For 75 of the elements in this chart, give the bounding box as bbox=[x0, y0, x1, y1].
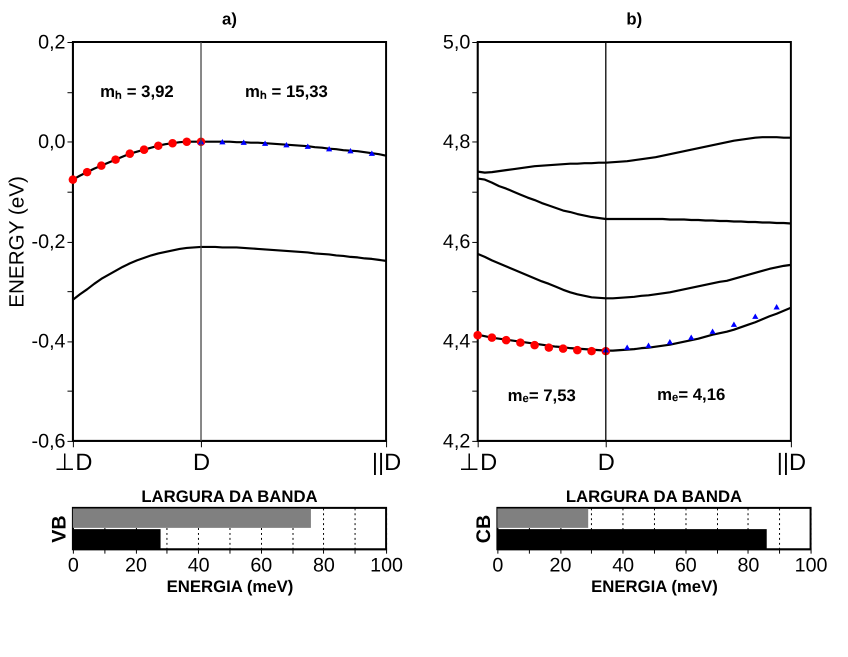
y-tick-label: 4,8 bbox=[442, 131, 470, 154]
point bbox=[530, 340, 539, 350]
y-tick-label: 4,2 bbox=[442, 430, 470, 452]
annotation: mₕ = 3,92 bbox=[100, 82, 174, 101]
point bbox=[154, 141, 163, 150]
chart-title: a) bbox=[222, 9, 237, 28]
point bbox=[219, 139, 226, 144]
x-tick-label: 60 bbox=[250, 554, 272, 576]
point bbox=[666, 338, 673, 344]
x-tick-label: ⊥D bbox=[459, 450, 498, 476]
annotation: mₕ = 15,33 bbox=[245, 82, 328, 101]
point bbox=[168, 138, 177, 148]
x-tick-label: ||D bbox=[776, 450, 806, 476]
point bbox=[347, 148, 354, 154]
point bbox=[558, 344, 568, 353]
x-tick-label: 100 bbox=[794, 554, 828, 576]
point bbox=[97, 161, 106, 170]
point bbox=[262, 140, 268, 146]
point bbox=[82, 168, 92, 176]
y-axis-title: VB bbox=[48, 515, 70, 543]
point bbox=[502, 336, 510, 344]
point bbox=[182, 137, 192, 146]
x-tick-label: 60 bbox=[674, 554, 697, 576]
point bbox=[283, 142, 290, 148]
point bbox=[752, 314, 758, 319]
y-axis-title: CB bbox=[472, 514, 495, 544]
x-tick-label: ||D bbox=[372, 450, 402, 476]
x-tick-label: ⊥D bbox=[54, 450, 92, 476]
point bbox=[140, 145, 148, 154]
x-tick-label: D bbox=[598, 450, 615, 476]
point bbox=[368, 150, 375, 156]
annotation: mₑ= 7,53 bbox=[508, 386, 576, 405]
chart-title: LARGURA DA BANDA bbox=[566, 486, 742, 506]
x-axis-title: ENERGIA (meV) bbox=[591, 577, 718, 596]
x-tick-label: 100 bbox=[370, 554, 404, 576]
x-tick-label: 0 bbox=[68, 554, 79, 576]
point bbox=[488, 333, 496, 342]
point bbox=[473, 330, 482, 340]
y-tick-label: -0,4 bbox=[32, 330, 66, 353]
point bbox=[709, 328, 716, 334]
x-tick-label: 20 bbox=[550, 554, 572, 576]
point bbox=[774, 304, 780, 310]
x-tick-label: 80 bbox=[312, 554, 335, 576]
point bbox=[573, 346, 582, 354]
x-tick-label: 40 bbox=[188, 554, 210, 576]
point bbox=[587, 346, 596, 356]
point bbox=[240, 140, 247, 145]
point bbox=[304, 144, 311, 149]
point bbox=[516, 338, 525, 347]
point bbox=[688, 334, 694, 340]
x-tick-label: D bbox=[192, 450, 210, 476]
point bbox=[68, 175, 78, 184]
point bbox=[326, 146, 332, 152]
point bbox=[730, 322, 738, 327]
annotation: mₑ= 4,16 bbox=[657, 385, 726, 404]
point bbox=[544, 343, 554, 352]
x-tick-label: 0 bbox=[492, 554, 504, 576]
y-tick-label: -0,6 bbox=[32, 430, 66, 452]
y-tick-label: 4,4 bbox=[442, 330, 470, 353]
y-tick-label: -0,2 bbox=[32, 230, 66, 253]
y-tick-label: 5,0 bbox=[442, 31, 470, 54]
x-axis-title: ENERGIA (meV) bbox=[166, 577, 294, 596]
y-tick-label: 4,6 bbox=[442, 230, 470, 253]
x-tick-label: 20 bbox=[125, 554, 148, 576]
x-tick-label: 80 bbox=[737, 554, 760, 576]
y-tick-label: 0,2 bbox=[38, 31, 66, 54]
chart-title: LARGURA DA BANDA bbox=[141, 486, 318, 506]
point bbox=[126, 149, 134, 158]
point bbox=[111, 155, 120, 164]
point bbox=[624, 344, 630, 350]
y-axis-title: ENERGY (eV) bbox=[6, 176, 29, 308]
y-tick-label: 0,0 bbox=[38, 131, 66, 154]
x-tick-label: 40 bbox=[612, 554, 634, 576]
chart-title: b) bbox=[626, 9, 642, 28]
point bbox=[645, 342, 652, 348]
